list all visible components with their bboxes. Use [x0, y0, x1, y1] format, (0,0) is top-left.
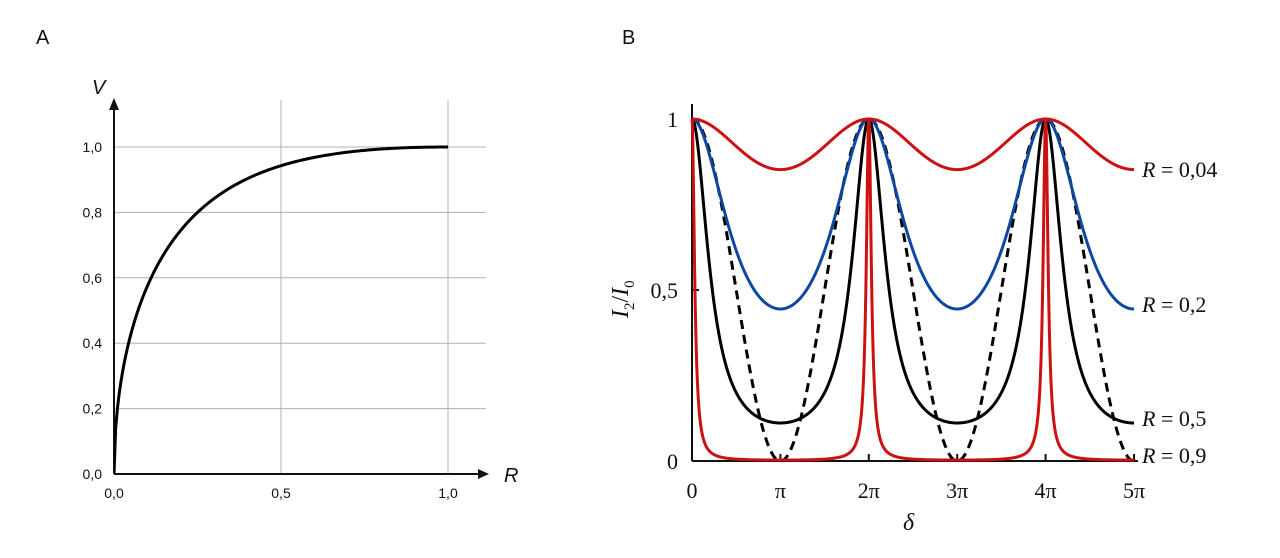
series-r-0-04 — [690, 117, 1136, 172]
x-tick-b-2: 2π — [858, 478, 880, 503]
y-tick-a-0-6: 0,6 — [83, 270, 103, 286]
x-tick-b-5: 5π — [1123, 478, 1145, 503]
x-tick-b-3: 3π — [946, 478, 968, 503]
ticks-a: 0,0 0,2 0,4 0,6 0,8 1,0 0,0 0,5 1,0 — [83, 139, 458, 501]
y-axis-label-b: I2/I0 — [608, 280, 638, 319]
series-label-r-0-5: R = 0,5 — [1141, 406, 1206, 431]
series-group-b — [690, 117, 1136, 463]
y-axis-arrow-a — [109, 98, 119, 110]
series-label-r-0-2: R = 0,2 — [1141, 292, 1206, 317]
series-r-0-9 — [690, 117, 1136, 462]
series-labels-b: R = 0,04 R = 0,2 R = 0,5 R = 0,9 — [1141, 157, 1217, 468]
ticks-b: 0 π 2π 3π 4π 5π 0 0,5 1 — [651, 107, 1146, 503]
y-tick-a-0-2: 0,2 — [83, 401, 103, 417]
x-tick-a-0-5: 0,5 — [271, 485, 291, 501]
x-axis-label-a: R — [504, 465, 518, 487]
x-tick-b-1: π — [775, 478, 786, 503]
y-tick-a-0-4: 0,4 — [83, 335, 103, 351]
x-axis-arrow-a — [478, 469, 489, 479]
y-tick-b-0-5: 0,5 — [651, 278, 679, 303]
y-axis-label-a: V — [92, 77, 107, 99]
y-tick-b-0: 0 — [667, 449, 678, 474]
chart-a: 0,0 0,2 0,4 0,6 0,8 1,0 0,0 0,5 1,0 V R — [83, 77, 519, 501]
series-r-0-5 — [690, 117, 1136, 425]
x-tick-b-4: 4π — [1035, 478, 1057, 503]
grid-a — [114, 100, 486, 474]
series-label-r-0-9: R = 0,9 — [1141, 443, 1206, 468]
x-axis-label-b: δ — [903, 510, 915, 536]
series-r-0-2 — [690, 117, 1136, 311]
panel-label-a: A — [36, 27, 50, 49]
panel-label-b: B — [622, 27, 635, 49]
series-cos-2 — [690, 117, 1136, 463]
x-tick-a-1-0: 1,0 — [438, 485, 458, 501]
x-tick-b-0: 0 — [687, 478, 698, 503]
y-tick-b-1: 1 — [667, 107, 678, 132]
y-tick-a-0-8: 0,8 — [83, 204, 103, 220]
x-tick-a-0-0: 0,0 — [104, 485, 124, 501]
series-v-curve — [114, 145, 448, 475]
y-tick-a-1-0: 1,0 — [83, 139, 103, 155]
y-tick-a-0-0: 0,0 — [83, 466, 103, 482]
series-label-r-0-04: R = 0,04 — [1141, 157, 1217, 182]
